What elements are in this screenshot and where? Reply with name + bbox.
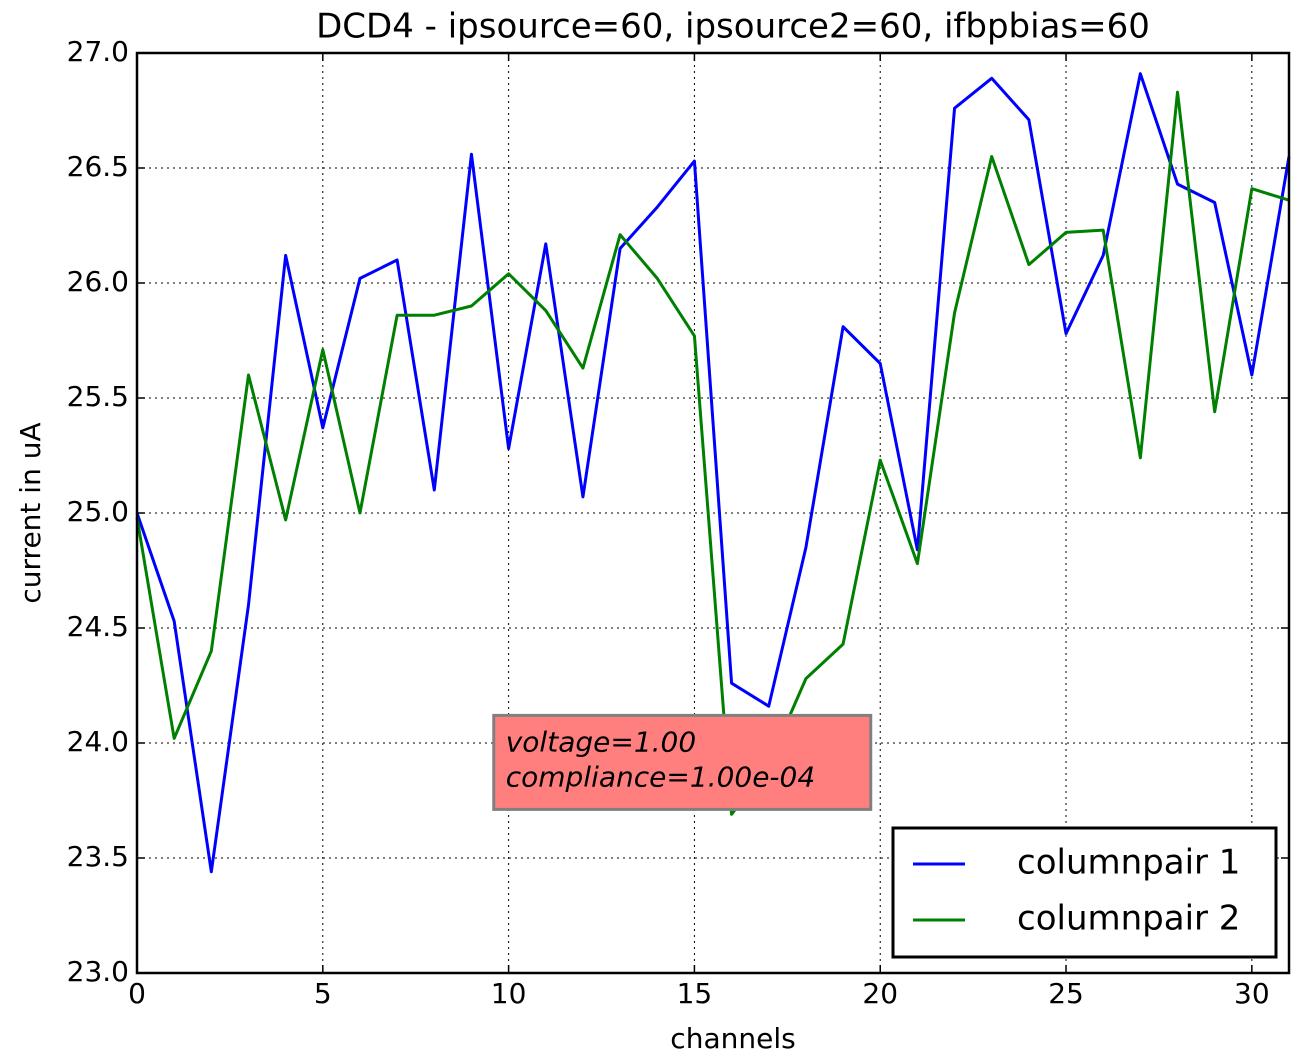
x-tick-label: 20	[862, 977, 898, 1010]
data-line	[135, 72, 1291, 874]
annotation-box	[492, 713, 873, 811]
x-axis-label: channels	[670, 1022, 795, 1055]
x-tick-label: 15	[677, 977, 713, 1010]
legend-label: columnpair 2	[1017, 899, 1240, 939]
x-tick-label: 25	[1048, 977, 1084, 1010]
legend-box	[891, 826, 1278, 959]
legend-label: columnpair 1	[1017, 843, 1240, 883]
y-axis-label: current in uA	[14, 422, 47, 603]
y-tick-label: 25.5	[67, 380, 129, 413]
x-tick-label: 10	[491, 977, 527, 1010]
annotation-text: voltage=1.00	[506, 725, 696, 758]
plot-frame	[135, 51, 1291, 975]
y-tick-label: 23.0	[67, 955, 129, 988]
y-tick-label: 25.0	[67, 495, 129, 528]
y-tick-label: 26.5	[67, 150, 129, 183]
y-tick-label: 24.0	[67, 725, 129, 758]
x-tick-label: 30	[1234, 977, 1270, 1010]
x-tick-label: 0	[128, 977, 146, 1010]
y-tick-label: 24.5	[67, 610, 129, 643]
y-tick-label: 27.0	[67, 35, 129, 68]
y-tick-label: 23.5	[67, 840, 129, 873]
annotation-text: compliance=1.00e-04	[506, 760, 815, 793]
x-tick-label: 5	[314, 977, 332, 1010]
data-line	[135, 90, 1290, 816]
chart-title: DCD4 - ipsource=60, ipsource2=60, ifbpbi…	[316, 7, 1150, 47]
y-tick-label: 26.0	[67, 265, 129, 298]
